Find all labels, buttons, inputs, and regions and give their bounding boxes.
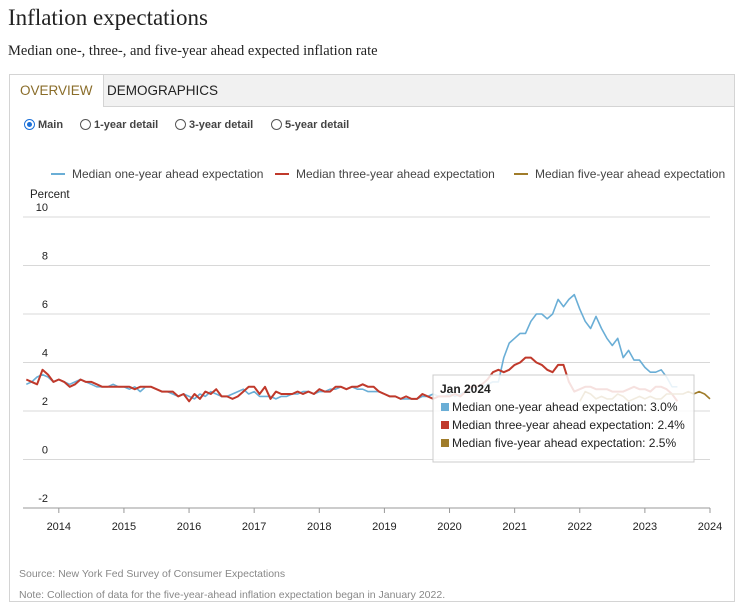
footnote: Note: Collection of data for the five-ye… xyxy=(19,589,446,601)
chart-panel: OVERVIEW DEMOGRAPHICS Main 1-year detail… xyxy=(9,74,735,602)
legend-label-five-year[interactable]: Median five-year ahead expectation xyxy=(535,167,725,181)
grid-layer xyxy=(23,216,710,509)
radio-unselected-icon xyxy=(80,118,91,130)
x-tick-label: 2022 xyxy=(568,521,592,533)
radio-5-year-detail[interactable]: 5-year detail xyxy=(271,118,350,131)
x-tick-label: 2015 xyxy=(112,521,136,533)
radio-3-year-detail-label: 3-year detail xyxy=(189,119,254,131)
x-tick-label: 2014 xyxy=(47,521,71,533)
y-tick-label: 10 xyxy=(36,202,48,214)
tooltip-row-three-year: Median three-year ahead expectation: 2.4… xyxy=(452,418,685,432)
radio-unselected-icon xyxy=(271,118,282,130)
y-axis-unit-label: Percent xyxy=(30,189,70,201)
legend: Median one-year ahead expectation Median… xyxy=(51,167,725,181)
tooltip-box xyxy=(432,374,695,463)
tab-overview[interactable]: OVERVIEW xyxy=(10,75,104,107)
tooltip-title: Jan 2024 xyxy=(440,382,491,396)
x-tick-label: 2018 xyxy=(307,521,331,533)
radio-5-year-detail-label: 5-year detail xyxy=(285,119,350,131)
x-tick-label: 2020 xyxy=(437,521,461,533)
x-tick-label: 2017 xyxy=(242,521,266,533)
x-tick-label: 2021 xyxy=(502,521,526,533)
tab-demographics[interactable]: DEMOGRAPHICS xyxy=(107,83,219,98)
radio-main-label: Main xyxy=(38,119,64,131)
radio-selected-icon xyxy=(24,118,35,130)
x-tick-label: 2019 xyxy=(372,521,396,533)
tooltip-row-one-year: Median one-year ahead expectation: 3.0% xyxy=(452,400,678,414)
legend-label-three-year[interactable]: Median three-year ahead expectation xyxy=(296,167,495,181)
tooltip-swatch-one-year xyxy=(441,403,449,411)
tooltip-row-five-year: Median five-year ahead expectation: 2.5% xyxy=(452,436,676,450)
y-tick-label: 0 xyxy=(42,445,48,457)
y-tick-label: 4 xyxy=(42,348,48,360)
y-tick-label: 2 xyxy=(42,396,48,408)
x-tick-label: 2024 xyxy=(698,521,722,533)
hover-tooltip: Jan 2024 Median one-year ahead expectati… xyxy=(432,374,695,463)
line-chart: -2 0 2 4 6 8 10 2014 2015 2016 2017 2018 2019 2020 202… xyxy=(23,167,725,533)
source-note: Source: New York Fed Survey of Consumer … xyxy=(19,568,286,580)
page-title: Inflation expectations xyxy=(8,5,208,30)
x-tick-label: 2023 xyxy=(633,521,657,533)
y-tick-label: -2 xyxy=(38,493,48,505)
tooltip-swatch-five-year xyxy=(441,439,449,447)
radio-1-year-detail[interactable]: 1-year detail xyxy=(80,118,159,131)
radio-3-year-detail[interactable]: 3-year detail xyxy=(175,118,254,131)
tab-bar: OVERVIEW DEMOGRAPHICS xyxy=(10,75,734,107)
axis-layer: -2 0 2 4 6 8 10 2014 2015 2016 2017 2018 2019 2020 202… xyxy=(23,202,722,533)
y-tick-label: 6 xyxy=(42,299,48,311)
tooltip-swatch-three-year xyxy=(441,421,449,429)
y-tick-label: 8 xyxy=(42,251,48,263)
radio-unselected-icon xyxy=(175,118,186,130)
legend-label-one-year[interactable]: Median one-year ahead expectation xyxy=(72,167,263,181)
radio-main[interactable]: Main xyxy=(24,118,64,131)
radio-1-year-detail-label: 1-year detail xyxy=(94,119,159,131)
page-subtitle: Median one-, three-, and five-year ahead… xyxy=(8,43,378,59)
x-tick-label: 2016 xyxy=(177,521,201,533)
